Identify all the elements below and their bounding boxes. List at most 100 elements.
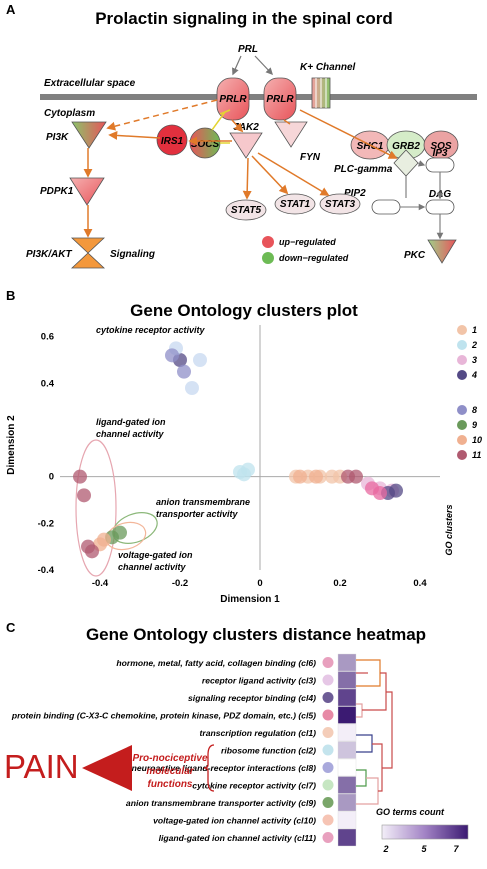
heatmap-row-label: ribosome function (cl2) — [221, 746, 316, 756]
heatmap-cell — [337, 706, 357, 724]
edge-socs-prlr — [211, 111, 226, 131]
heatmap-row-label: anion transmembrane transporter activity… — [126, 798, 316, 808]
edge-plc-ip3 — [417, 160, 426, 167]
legend-swatch-4 — [457, 370, 467, 380]
heatmap-cell — [337, 688, 357, 707]
node-pi3kakt: PI3K/AKT — [26, 249, 72, 260]
legend-down-dot — [262, 252, 274, 264]
y-tick-label: -0.4 — [38, 565, 55, 576]
node-grb2: GRB2 — [392, 141, 420, 152]
legend-label-8: 8 — [472, 405, 477, 415]
dendro-branch — [382, 691, 393, 769]
panel-b: B Gene Ontology clusters plot -0.4 -0.2 0 0… — [6, 288, 482, 605]
heatmap-row-label: ligand-gated ion channel activity (cl11) — [159, 833, 317, 843]
pathway-edges — [83, 99, 398, 238]
scatter-points — [73, 341, 403, 559]
heatmap-rows: hormone, metal, fatty acid, collagen bin… — [11, 653, 357, 847]
annotation-volt-2: channel activity — [118, 562, 187, 572]
heatmap-cell — [337, 741, 357, 759]
node-pi3k-shape — [71, 121, 107, 149]
heatmap-cell — [337, 828, 357, 847]
legend-label-2: 2 — [471, 340, 477, 350]
node-irs1-shape — [156, 124, 188, 156]
dendro-branch — [362, 672, 387, 711]
node-pip2: PIP2 — [344, 188, 366, 199]
node-prlr2: PRLR — [266, 94, 294, 105]
heatmap-row-label: transcription regulation (cl1) — [199, 728, 316, 738]
scatter-point-cluster-4 — [389, 483, 403, 498]
heatmap-cell — [337, 671, 357, 689]
legend-label-9: 9 — [472, 420, 477, 430]
legend-label-10: 10 — [472, 435, 482, 445]
heatmap-row-label: cytokine receptor activity (cl7) — [192, 781, 316, 791]
y-axis-label: Dimension 2 — [6, 415, 17, 475]
y-tick-label: 0.6 — [41, 332, 54, 343]
scatter-point-cluster-6 — [373, 486, 387, 500]
x-tick-label: -0.4 — [92, 578, 109, 589]
node-ip3: IP3 — [432, 148, 447, 159]
heatmap-row-dot — [322, 797, 334, 808]
legend-up-dot — [262, 236, 274, 248]
heatmap-cell — [337, 758, 357, 777]
pain-bracket — [203, 744, 215, 792]
heatmap-cell — [337, 793, 357, 812]
edge-prlr-fyn — [283, 119, 291, 125]
node-jak2: JAK2 — [233, 122, 259, 133]
legend-swatch-11 — [457, 450, 467, 460]
node-prlr2-shape — [263, 77, 297, 121]
legend-label-11: 11 — [472, 450, 481, 460]
dendro-branch — [356, 703, 363, 718]
scatter-point-cluster-8 — [177, 364, 191, 379]
edge-socs-prlr-bar — [219, 109, 231, 115]
node-stat5-shape — [225, 199, 267, 221]
colorbar — [381, 824, 469, 840]
legend-swatch-2 — [457, 340, 467, 350]
heatmap-row-dot — [322, 814, 334, 826]
node-stat3-shape — [319, 193, 361, 215]
scatter-point-cluster-11 — [341, 469, 355, 484]
scatter-point-cluster-7 — [193, 353, 207, 367]
legend-up-label: up−regulated — [279, 237, 336, 247]
node-prlr1: PRLR — [219, 94, 247, 105]
heatmap-row-label: signaling receptor binding (cl4) — [188, 693, 316, 703]
cytoplasm-label: Cytoplasm — [44, 108, 95, 119]
node-dag-shape — [425, 199, 455, 215]
scatter-point-cluster-11 — [85, 544, 99, 559]
x-tick-label: -0.2 — [172, 578, 188, 589]
y-tick-label: 0.4 — [41, 378, 55, 389]
dendro-branch — [356, 769, 367, 787]
heatmap-row-dot — [322, 657, 334, 668]
panel-a: A Prolactin signaling in the spinal cord… — [6, 2, 477, 269]
cluster-outline-11 — [75, 439, 117, 577]
edge-jak2-stat5 — [242, 157, 252, 200]
panel-c: C Gene Ontology clusters distance heatma… — [4, 620, 469, 854]
y-tick-label: 0 — [49, 472, 54, 483]
cell-membrane — [40, 94, 477, 100]
pain-desc-1: Pro-nociceptive — [132, 753, 207, 764]
legend-down-label: down−regulated — [279, 253, 349, 263]
heatmap-row-label: receptor ligand activity (cl3) — [202, 676, 316, 686]
heatmap-row-dot — [322, 779, 334, 791]
heatmap-row-dot — [322, 762, 334, 773]
dendro-branch — [356, 734, 373, 753]
node-jak2-shape — [229, 132, 263, 159]
annotation-anion-2: transporter activity — [156, 509, 239, 519]
heatmap-cell — [337, 811, 357, 829]
pain-desc-3: functions — [148, 779, 193, 790]
node-pdpk1-shape — [69, 177, 105, 206]
node-fyn-shape — [274, 121, 308, 148]
extracellular-label: Extracellular space — [44, 78, 136, 89]
edge-jak2-stat3 — [257, 152, 330, 196]
node-socs: SOCS — [191, 139, 220, 150]
node-stat1-shape — [274, 193, 316, 215]
node-pip2-shape — [371, 199, 401, 215]
edge-jak2-stat1 — [251, 155, 289, 195]
legend-label-4: 4 — [471, 370, 477, 380]
heatmap-row-dot — [322, 744, 334, 756]
heatmap-cell — [337, 723, 357, 742]
node-stat1: STAT1 — [280, 199, 311, 210]
node-stat3: STAT3 — [325, 199, 356, 210]
scatter-point-cluster-10 — [293, 469, 307, 484]
node-kchannel: K+ Channel — [300, 62, 356, 73]
x-axis-label: Dimension 1 — [220, 594, 280, 605]
